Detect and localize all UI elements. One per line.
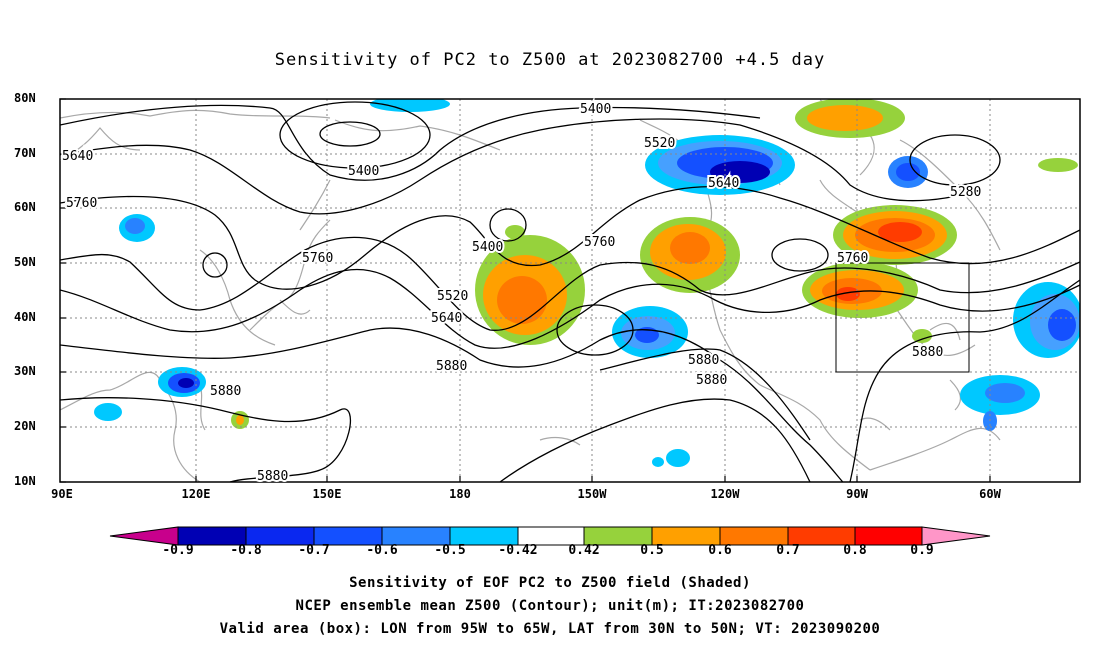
colorbar-label: 0.5 [640, 543, 664, 558]
lon-label-150w: 150W [577, 487, 607, 501]
lon-label-120w: 120W [710, 487, 740, 501]
colorbar-label: 0.6 [708, 543, 732, 558]
lon-label-180: 180 [449, 487, 471, 501]
contour-label: 5880 [210, 384, 241, 399]
lat-label-80n: 80N [14, 91, 36, 105]
contour-label: 5640 [708, 176, 739, 191]
plot-title: Sensitivity of PC2 to Z500 at 2023082700… [274, 50, 826, 70]
contour-label: 5760 [584, 235, 615, 250]
contour-label: 5520 [644, 136, 675, 151]
lat-label-10n: 10N [14, 474, 36, 488]
colorbar-label: 0.42 [568, 543, 600, 558]
sensitivity-shading [94, 99, 1080, 467]
lat-label-40n: 40N [14, 310, 36, 324]
contour-label: 5640 [431, 311, 462, 326]
lat-label-30n: 30N [14, 364, 36, 378]
caption-shading: Sensitivity of EOF PC2 to Z500 field (Sh… [349, 575, 751, 591]
contour-label: 5760 [302, 251, 333, 266]
caption-contour: NCEP ensemble mean Z500 (Contour); unit(… [295, 598, 805, 614]
z500-contours [60, 101, 1080, 482]
colorbar-label: -0.5 [434, 543, 466, 558]
lon-label-90w: 90W [846, 487, 868, 501]
axis-ticks [60, 98, 991, 483]
lat-label-20n: 20N [14, 419, 36, 433]
lat-label-60n: 60N [14, 200, 36, 214]
colorbar-label: 0.7 [776, 543, 800, 558]
contour-label: 5400 [472, 240, 503, 255]
colorbar-label: -0.9 [162, 543, 194, 558]
contour-label: 5880 [912, 345, 943, 360]
contour-label: 5880 [436, 359, 467, 374]
colorbar-label: -0.6 [366, 543, 398, 558]
contour-labels: 5400 5520 5640 5640 5760 5400 5760 5400 … [60, 100, 983, 486]
contour-label: 5520 [437, 289, 468, 304]
lat-label-50n: 50N [14, 255, 36, 269]
contour-label: 5640 [62, 149, 93, 164]
colorbar-label: -0.7 [298, 543, 330, 558]
contour-label: 5880 [688, 353, 719, 368]
lat-label-70n: 70N [14, 146, 36, 160]
colorbar-label: 0.8 [843, 543, 867, 558]
valid-area-box [835, 262, 970, 373]
contour-label: 5880 [257, 469, 288, 484]
contour-label: 5400 [580, 102, 611, 117]
lon-label-90e: 90E [51, 487, 73, 501]
graticule [60, 99, 1080, 482]
lon-label-150e: 150E [312, 487, 342, 501]
contour-label: 5880 [696, 373, 727, 388]
contour-label: 5280 [950, 185, 981, 200]
contour-label: 5760 [837, 251, 868, 266]
colorbar-label: -0.8 [230, 543, 262, 558]
contour-label: 5400 [348, 164, 379, 179]
contour-label: 5760 [66, 196, 97, 211]
plot-frame [59, 98, 1081, 483]
colorbar-label: 0.9 [910, 543, 934, 558]
colorbar-label: -0.42 [498, 543, 538, 558]
lon-label-120e: 120E [181, 487, 211, 501]
lon-label-60w: 60W [979, 487, 1001, 501]
caption-valid-area: Valid area (box): LON from 95W to 65W, L… [219, 621, 881, 637]
